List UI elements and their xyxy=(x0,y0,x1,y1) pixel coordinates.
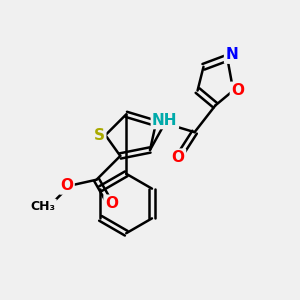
Text: S: S xyxy=(94,128,105,142)
Text: NH: NH xyxy=(152,113,178,128)
Text: N: N xyxy=(225,47,238,62)
Text: O: O xyxy=(60,178,73,193)
Text: O: O xyxy=(172,150,185,165)
Text: O: O xyxy=(231,83,244,98)
Text: CH₃: CH₃ xyxy=(31,200,56,213)
Text: O: O xyxy=(105,196,118,211)
